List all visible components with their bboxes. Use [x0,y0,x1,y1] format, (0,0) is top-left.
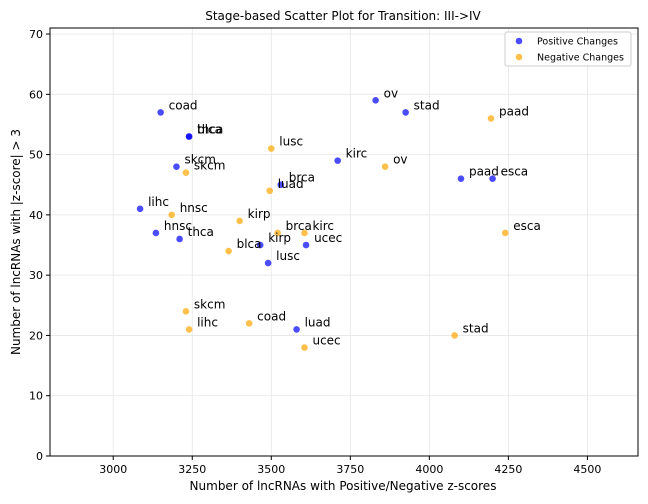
x-tick-label: 3250 [178,463,206,476]
data-point [402,109,409,116]
point-label: hnsc [180,201,208,215]
data-point [236,217,243,225]
point-label: lusc [276,249,300,263]
data-point [301,344,308,351]
x-tick-label: 3000 [99,463,127,476]
data-point [267,145,275,152]
y-tick-label: 40 [29,209,43,222]
chart-title: Stage-based Scatter Plot for Transition:… [205,9,481,23]
point-label: brca [289,171,315,185]
legend-box [504,31,632,67]
data-point [136,205,144,213]
point-label: hnsc [164,219,192,233]
data-point [381,163,389,170]
legend-label: Negative Changes [537,53,624,64]
data-point [334,157,341,164]
point-label: lihc [148,195,169,209]
data-point [182,308,190,315]
point-label: esca [501,165,529,179]
y-tick-label: 20 [29,329,43,342]
point-label: brca [286,219,312,233]
legend-marker [515,37,523,45]
data-point [256,241,264,249]
point-label: skcm [194,297,226,311]
data-point [293,326,300,333]
data-point [225,247,232,255]
data-point [274,229,281,237]
point-label: lihc [197,315,218,329]
data-point [501,229,509,237]
data-point [372,97,379,104]
data-point [245,320,253,327]
point-label: kirp [248,207,271,221]
point-label: paad [499,104,529,118]
data-point [266,187,274,195]
point-label: thca [188,225,214,239]
point-label: thca [197,123,223,137]
data-point [487,115,495,122]
point-label: paad [469,165,499,179]
data-point [277,181,285,189]
data-point [264,259,272,267]
point-label: ucec [314,231,342,245]
point-label: ov [393,153,407,167]
legend-marker [515,53,523,61]
point-label: skcm [194,159,226,173]
y-tick-label: 10 [29,390,43,403]
data-point [185,133,193,140]
point-label: esca [513,219,541,233]
x-tick-label: 3500 [257,463,285,476]
data-point [451,332,458,339]
x-tick-label: 4500 [573,463,601,476]
y-tick-label: 0 [36,450,43,463]
data-point [185,326,193,333]
y-tick-label: 70 [29,28,43,41]
point-label: stad [414,98,440,112]
point-label: blca [197,123,222,137]
plot-area-frame [49,27,639,457]
point-label: kirp [268,231,291,245]
point-label: coad [257,309,286,323]
y-axis-label: Number of lncRNAs with |z-score| > 3 [9,129,23,355]
data-points [136,97,509,351]
x-tick-label: 4000 [415,463,443,476]
data-point [301,229,308,237]
y-axis-ticks: 0 10 20 30 40 50 60 70 [29,28,50,463]
data-point [157,109,164,116]
data-point [168,211,176,219]
data-point [489,175,496,183]
x-tick-label: 4250 [494,463,522,476]
point-label: kirc [312,219,334,233]
point-label: coad [169,98,198,112]
point-label: skcm [184,153,216,167]
point-label: kirc [346,147,368,161]
legend: Positive Changes Negative Changes [504,31,632,67]
data-point [457,175,465,183]
data-point [173,163,180,170]
x-axis-ticks: 3000 3250 3500 3750 4000 4250 4500 [99,456,601,476]
x-tick-label: 3750 [336,463,364,476]
grid-lines [50,28,638,457]
y-tick-label: 60 [29,88,43,101]
point-label: ucec [312,333,340,347]
point-label: luad [305,315,331,329]
y-tick-label: 30 [29,269,43,282]
legend-label: Positive Changes [537,37,618,48]
point-label: stad [463,321,489,335]
data-point [182,169,190,176]
point-label: ov [384,86,398,100]
point-label: lusc [279,135,303,149]
point-label: luad [278,177,304,191]
point-label: blca [237,237,262,251]
y-tick-label: 50 [29,149,43,162]
x-axis-label: Number of lncRNAs with Positive/Negative… [190,479,497,493]
data-point [176,235,183,243]
data-point [152,229,160,237]
data-point [302,241,310,249]
